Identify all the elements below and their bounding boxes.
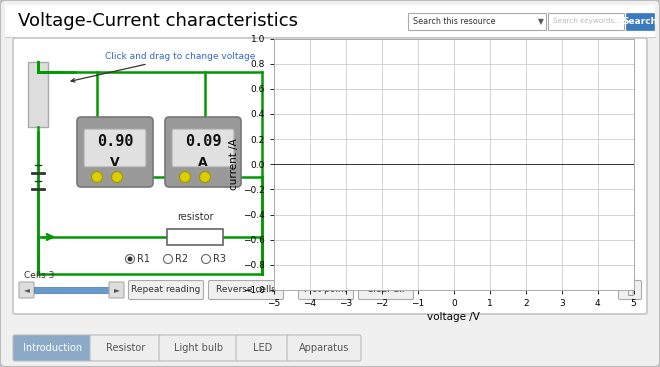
FancyBboxPatch shape [618, 280, 642, 299]
Text: Click and drag to change voltage: Click and drag to change voltage [71, 52, 255, 82]
Bar [5, 5, 655, 37]
FancyBboxPatch shape [84, 129, 146, 167]
Circle shape [125, 254, 135, 264]
Bar [28, 62, 48, 127]
FancyBboxPatch shape [19, 282, 34, 298]
Text: Clear all: Clear all [368, 286, 405, 294]
Circle shape [180, 171, 191, 182]
FancyBboxPatch shape [165, 117, 241, 187]
Text: ◄: ◄ [24, 286, 30, 294]
Text: Reverse cells: Reverse cells [216, 286, 276, 294]
Bar [167, 229, 223, 245]
FancyBboxPatch shape [298, 280, 354, 299]
FancyBboxPatch shape [13, 335, 92, 361]
Text: ▼: ▼ [538, 17, 544, 26]
Text: Voltage-Current characteristics: Voltage-Current characteristics [18, 12, 298, 30]
Text: 0.09: 0.09 [185, 134, 221, 149]
Text: R2: R2 [175, 254, 188, 264]
Text: Apparatus: Apparatus [299, 343, 349, 353]
Text: ►: ► [114, 286, 119, 294]
Circle shape [164, 254, 172, 264]
Bar [34, 287, 109, 293]
FancyBboxPatch shape [172, 129, 234, 167]
FancyBboxPatch shape [408, 13, 546, 30]
FancyBboxPatch shape [109, 282, 124, 298]
Circle shape [112, 171, 123, 182]
FancyBboxPatch shape [236, 335, 289, 361]
Text: Search: Search [622, 17, 657, 26]
Text: 0.90: 0.90 [97, 134, 133, 149]
Circle shape [201, 254, 211, 264]
Text: Plot point: Plot point [304, 286, 348, 294]
FancyBboxPatch shape [358, 280, 414, 299]
Text: Resistor: Resistor [106, 343, 145, 353]
Y-axis label: current /A: current /A [229, 138, 239, 190]
FancyBboxPatch shape [209, 280, 284, 299]
FancyBboxPatch shape [13, 38, 647, 314]
FancyBboxPatch shape [287, 335, 361, 361]
Text: LED: LED [253, 343, 272, 353]
FancyBboxPatch shape [90, 335, 161, 361]
Text: Search keywords...: Search keywords... [553, 18, 621, 25]
Text: resistor: resistor [177, 212, 213, 222]
Text: R1: R1 [137, 254, 150, 264]
FancyBboxPatch shape [626, 13, 654, 30]
Text: Light bulb: Light bulb [174, 343, 223, 353]
Text: ⤢: ⤢ [627, 285, 633, 295]
FancyBboxPatch shape [159, 335, 238, 361]
Circle shape [199, 171, 211, 182]
Text: Cells 3: Cells 3 [24, 270, 54, 280]
Text: R3: R3 [213, 254, 226, 264]
Text: V: V [110, 156, 120, 168]
Circle shape [92, 171, 102, 182]
Text: Introduction: Introduction [23, 343, 82, 353]
FancyBboxPatch shape [548, 13, 624, 30]
Text: A: A [198, 156, 208, 168]
Text: Search this resource: Search this resource [413, 17, 496, 26]
FancyBboxPatch shape [129, 280, 203, 299]
Text: Repeat reading: Repeat reading [131, 286, 201, 294]
X-axis label: voltage /V: voltage /V [427, 312, 480, 322]
FancyBboxPatch shape [77, 117, 153, 187]
Circle shape [127, 257, 133, 262]
